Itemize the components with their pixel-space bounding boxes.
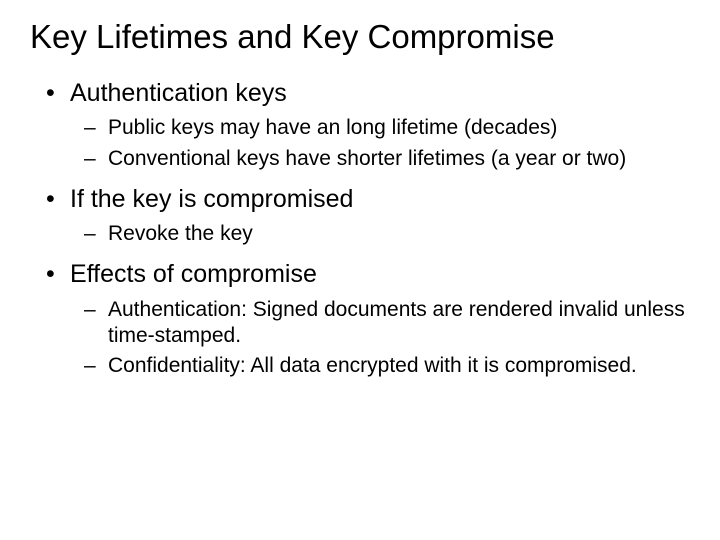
sub-bullet-text: Public keys may have an long lifetime (d… — [108, 116, 557, 139]
sub-bullet-item: Revoke the key — [70, 221, 690, 247]
slide: Key Lifetimes and Key Compromise Authent… — [0, 0, 720, 540]
bullet-item: Effects of compromise Authentication: Si… — [30, 259, 690, 379]
sub-bullet-text: Conventional keys have shorter lifetimes… — [108, 147, 626, 170]
bullet-text: If the key is compromised — [70, 185, 353, 213]
sub-bullet-list: Revoke the key — [70, 221, 690, 247]
sub-bullet-list: Public keys may have an long lifetime (d… — [70, 115, 690, 172]
bullet-list: Authentication keys Public keys may have… — [30, 78, 690, 379]
bullet-item: Authentication keys Public keys may have… — [30, 78, 690, 172]
bullet-text: Authentication keys — [70, 79, 287, 107]
slide-title: Key Lifetimes and Key Compromise — [30, 18, 690, 56]
sub-bullet-item: Confidentiality: All data encrypted with… — [70, 353, 690, 379]
sub-bullet-item: Conventional keys have shorter lifetimes… — [70, 146, 690, 172]
sub-bullet-text: Revoke the key — [108, 222, 253, 245]
sub-bullet-text: Confidentiality: All data encrypted with… — [108, 354, 637, 377]
bullet-text: Effects of compromise — [70, 260, 317, 288]
bullet-item: If the key is compromised Revoke the key — [30, 184, 690, 248]
sub-bullet-item: Authentication: Signed documents are ren… — [70, 297, 690, 350]
sub-bullet-item: Public keys may have an long lifetime (d… — [70, 115, 690, 141]
sub-bullet-text: Authentication: Signed documents are ren… — [108, 298, 685, 347]
sub-bullet-list: Authentication: Signed documents are ren… — [70, 297, 690, 380]
